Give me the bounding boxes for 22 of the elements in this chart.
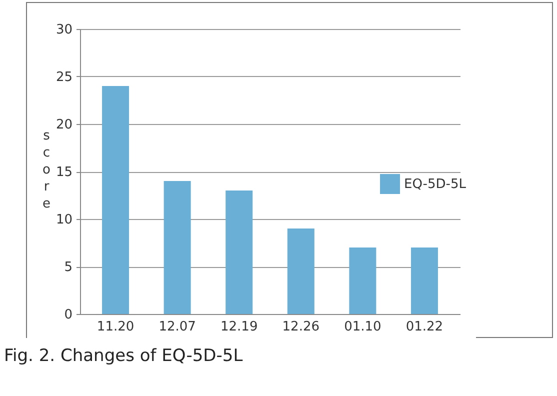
caption: Fig. 2. Changes of EQ-5D-5L bbox=[4, 346, 243, 366]
x-tick-label: 11.20 bbox=[96, 320, 134, 334]
bar bbox=[410, 248, 438, 314]
y-tick-label: 15 bbox=[56, 165, 72, 180]
y-tick-label: 25 bbox=[56, 70, 72, 85]
bar bbox=[102, 86, 130, 314]
y-tick-label: 20 bbox=[56, 118, 72, 132]
x-tick-label: 12.07 bbox=[158, 320, 196, 334]
bar bbox=[226, 190, 253, 314]
y-tick-label: 10 bbox=[56, 212, 72, 228]
y-tick-label: 0 bbox=[64, 308, 72, 322]
y-tick-label: 5 bbox=[64, 260, 72, 275]
bar bbox=[287, 228, 314, 314]
x-tick-label: 01.22 bbox=[406, 320, 444, 334]
bar bbox=[349, 248, 376, 314]
y-axis-title: score bbox=[42, 128, 51, 212]
bar bbox=[164, 181, 191, 314]
legend-label: EQ-5D-5L bbox=[404, 177, 467, 192]
x-tick-label: 12.26 bbox=[282, 320, 320, 334]
y-tick-label: 30 bbox=[56, 22, 72, 38]
x-tick-label: 12.19 bbox=[220, 320, 258, 334]
x-tick-label: 01.10 bbox=[344, 320, 382, 334]
